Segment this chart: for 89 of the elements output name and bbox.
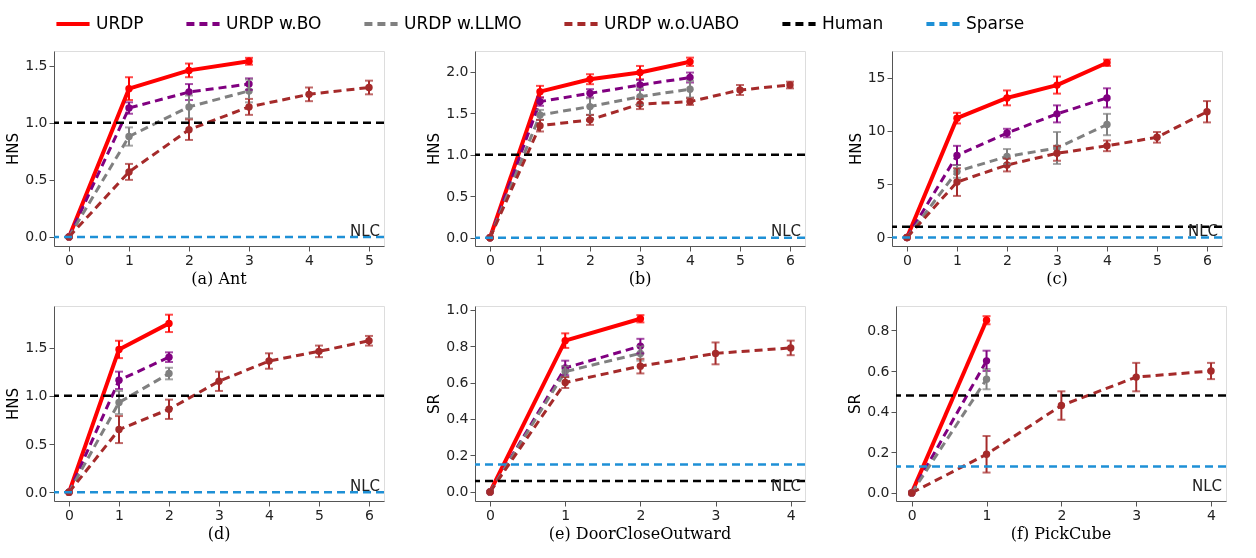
- y-tick-label: 1.0: [25, 114, 48, 131]
- y-tick-label: 0.0: [25, 483, 48, 500]
- y-axis-title: SR: [425, 394, 444, 414]
- text: (b): [628, 269, 652, 288]
- y-axis-title: HNS: [4, 132, 23, 166]
- y-tick-label: 1.0: [446, 301, 469, 318]
- y-axis-title: SR: [846, 394, 865, 414]
- text: (a) Ant: [191, 269, 248, 288]
- x-tick-label: 3: [1053, 251, 1062, 268]
- y-tick-label: 0.2: [867, 443, 890, 460]
- x-tick-label: 0: [907, 506, 917, 523]
- x-tick-label: 4: [786, 506, 796, 523]
- y-axis-title: HNS: [846, 132, 865, 166]
- x-tick-label: 2: [636, 506, 646, 523]
- x-tick-label: 5: [365, 251, 374, 268]
- x-tick-label: 5: [315, 506, 324, 523]
- x-tick-label: 3: [215, 506, 224, 523]
- x-tick-label: 4: [305, 251, 315, 268]
- annotation: NLC: [349, 222, 380, 240]
- x-tick-label: 6: [1203, 251, 1213, 268]
- annotation: NLC: [1191, 477, 1222, 495]
- x-tick-label: 5: [736, 251, 745, 268]
- y-tick-label: 1.5: [25, 339, 48, 356]
- y-axis-title: HNS: [4, 387, 23, 421]
- x-tick-label: 6: [365, 506, 375, 523]
- y-tick-label: 0.5: [25, 171, 48, 188]
- annotation: NLC: [349, 477, 380, 495]
- y-tick-label: 0.8: [446, 337, 469, 354]
- y-tick-label: 0.6: [446, 374, 469, 391]
- x-tick-label: 4: [265, 506, 275, 523]
- x-tick-label: 3: [711, 506, 721, 523]
- legend-label: URDP w.LLMO: [404, 13, 522, 33]
- text: (f) PickCube: [1010, 524, 1112, 543]
- y-tick-label: 0: [876, 228, 886, 245]
- y-tick-label: 1.0: [25, 387, 48, 404]
- text: (d): [207, 524, 231, 543]
- y-tick-label: 2.0: [446, 63, 469, 80]
- text: (e) DoorCloseOutward: [548, 524, 732, 543]
- y-tick-label: 0.8: [867, 321, 890, 338]
- x-tick-label: 4: [1103, 251, 1113, 268]
- x-tick-label: 0: [65, 251, 74, 268]
- y-tick-label: 0.0: [446, 229, 469, 246]
- x-tick-label: 2: [1003, 251, 1012, 268]
- x-tick-label: 1: [536, 251, 545, 268]
- y-tick-label: 1.5: [446, 104, 469, 121]
- x-tick-label: 3: [245, 251, 254, 268]
- x-tick-label: 2: [165, 506, 174, 523]
- x-tick-label: 1: [115, 506, 124, 523]
- legend-label: URDP w.o.UABO: [604, 13, 740, 33]
- x-tick-label: 4: [686, 251, 696, 268]
- legend-label: Human: [822, 13, 884, 33]
- x-tick-label: 0: [486, 251, 495, 268]
- x-tick-label: 3: [1132, 506, 1142, 523]
- x-tick-label: 5: [1153, 251, 1162, 268]
- legend-label: Sparse: [966, 13, 1025, 33]
- y-tick-label: 0.5: [446, 187, 469, 204]
- y-tick-label: 1.0: [446, 146, 469, 163]
- legend-label: URDP w.BO: [226, 13, 322, 33]
- y-tick-label: 15: [867, 69, 886, 86]
- x-tick-label: 2: [1057, 506, 1067, 523]
- y-axis-title: HNS: [425, 132, 444, 166]
- annotation: NLC: [770, 222, 801, 240]
- x-tick-label: 2: [586, 251, 595, 268]
- text: (c): [1046, 269, 1068, 288]
- y-tick-label: 0.0: [446, 483, 469, 500]
- y-tick-label: 0.2: [446, 446, 469, 463]
- y-tick-label: 0.0: [25, 228, 48, 245]
- annotation: NLC: [1187, 222, 1218, 240]
- y-tick-label: 0.6: [867, 362, 890, 379]
- legend-label: URDP: [96, 13, 144, 33]
- x-tick-label: 0: [903, 251, 912, 268]
- x-tick-label: 0: [65, 506, 74, 523]
- y-tick-label: 1.5: [25, 57, 48, 74]
- x-tick-label: 3: [636, 251, 645, 268]
- y-tick-label: 0.5: [25, 435, 48, 452]
- x-tick-label: 1: [561, 506, 571, 523]
- y-tick-label: 0.0: [867, 484, 890, 501]
- x-tick-label: 1: [982, 506, 992, 523]
- x-tick-label: 4: [1207, 506, 1217, 523]
- x-tick-label: 0: [486, 506, 495, 523]
- y-tick-label: 0.4: [867, 403, 890, 420]
- y-tick-label: 5: [876, 175, 886, 192]
- x-tick-label: 2: [185, 251, 194, 268]
- x-tick-label: 1: [125, 251, 134, 268]
- annotation: NLC: [770, 477, 801, 495]
- x-tick-label: 6: [786, 251, 796, 268]
- y-tick-label: 0.4: [446, 410, 469, 427]
- y-tick-label: 10: [867, 122, 886, 139]
- x-tick-label: 1: [953, 251, 962, 268]
